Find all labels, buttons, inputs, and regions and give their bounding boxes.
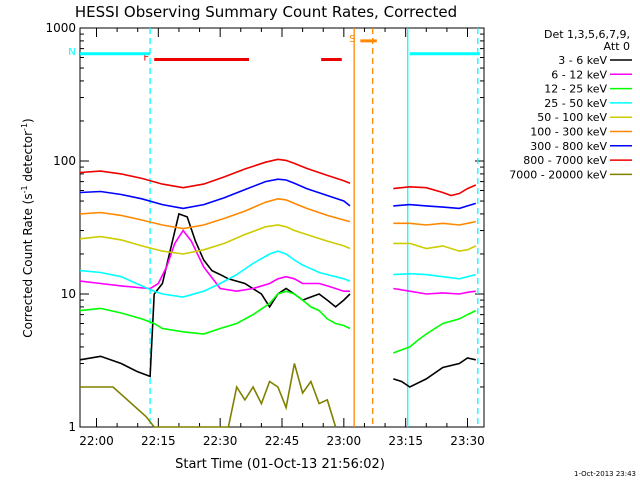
x-axis-label: Start Time (01-Oct-13 21:56:02)	[175, 457, 385, 472]
series-line	[79, 229, 350, 293]
y-tick-label: 1	[68, 420, 76, 434]
legend-entry-label: 100 - 300 keV	[530, 126, 607, 139]
legend-entry-label: 50 - 100 keV	[537, 111, 607, 124]
series-line	[79, 224, 351, 255]
series-line	[393, 309, 477, 354]
x-tick-label: 22:15	[141, 434, 176, 448]
series-line	[79, 212, 351, 378]
y-axis-label-end: )	[21, 118, 35, 123]
x-tick-labels: 22:00 22:15 22:30 22:45 23:00 23:15 23:30	[79, 434, 485, 448]
series-line	[79, 158, 351, 189]
chart-title: HESSI Observing Summary Count Rates, Cor…	[75, 3, 457, 21]
flag-label: N	[68, 47, 75, 58]
plot-border	[79, 27, 485, 428]
series-line	[80, 363, 337, 428]
flag-label: S	[349, 34, 355, 45]
legend-entry-label: 25 - 50 keV	[544, 97, 607, 110]
x-tick-label: 22:00	[79, 434, 114, 448]
series-line	[393, 272, 476, 280]
x-tick-label: 22:45	[265, 434, 300, 448]
x-tick-label: 22:30	[203, 434, 238, 448]
legend-entry-label: 3 - 6 keV	[558, 54, 607, 67]
y-tick-label: 100	[53, 154, 76, 168]
series-line	[393, 357, 476, 388]
series-line	[79, 197, 351, 230]
series-line	[393, 220, 476, 226]
legend-header-1: Det 1,3,5,6,7,9,	[544, 28, 630, 41]
legend-entry-label: 6 - 12 keV	[551, 68, 607, 81]
legend-entry-label: 12 - 25 keV	[544, 83, 607, 96]
series-line	[79, 178, 351, 210]
y-axis-label-sup1: -1	[20, 185, 29, 193]
axis-ticks	[80, 28, 484, 428]
y-tick-label: 1000	[45, 21, 76, 35]
x-tick-label: 23:15	[388, 434, 423, 448]
legend-entry-label: 800 - 7000 keV	[523, 154, 607, 167]
series-line	[393, 287, 476, 295]
y-axis-label-mid: detector	[21, 131, 35, 186]
series-line	[393, 184, 477, 197]
legend-entry-label: 7000 - 20000 keV	[509, 168, 607, 181]
attenuator-markers	[149, 28, 479, 427]
flag-bars: F N S	[68, 34, 480, 63]
flag-label: F	[143, 52, 149, 63]
legend-header-2: Att 0	[604, 40, 630, 53]
series-lines	[79, 158, 477, 428]
y-tick-label: 10	[61, 287, 76, 301]
y-axis-label-main: Corrected Count Rate (s	[21, 193, 35, 337]
y-tick-labels: 1 10 100 1000	[45, 21, 76, 434]
plot-frame	[79, 27, 485, 428]
series-line	[393, 242, 477, 252]
footer-date: 1-Oct-2013 23:43	[574, 470, 636, 478]
series-line	[79, 250, 351, 298]
x-tick-label: 23:00	[327, 434, 362, 448]
series-line	[79, 290, 351, 335]
x-tick-label: 23:30	[450, 434, 485, 448]
y-axis-label: Corrected Count Rate (s-1 detector-1)	[20, 118, 35, 337]
legend-entry-label: 300 - 800 keV	[530, 140, 607, 153]
series-line	[393, 202, 477, 210]
y-axis-label-sup2: -1	[20, 123, 29, 131]
